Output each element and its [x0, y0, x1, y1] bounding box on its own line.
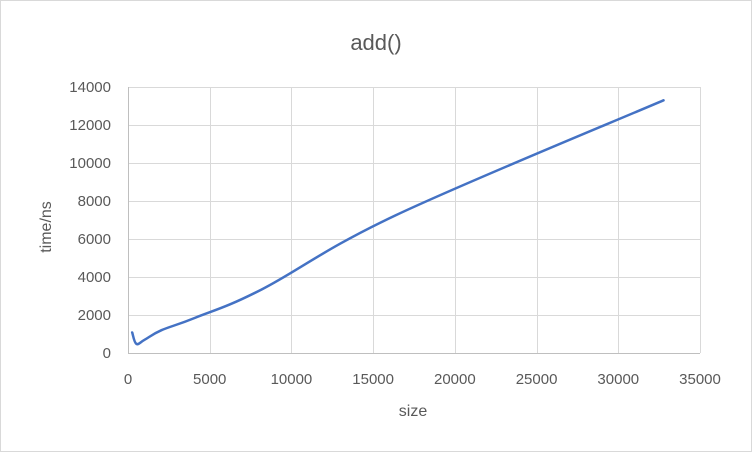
- y-tick-label: 10000: [69, 155, 111, 172]
- x-axis-title: size: [399, 403, 428, 420]
- y-tick-label: 6000: [78, 231, 111, 248]
- x-tick-label: 5000: [193, 371, 226, 388]
- y-tick-label: 14000: [69, 79, 111, 96]
- x-tick-label: 30000: [597, 371, 639, 388]
- chart-title: add(): [350, 30, 401, 55]
- x-tick-label: 35000: [679, 371, 721, 388]
- tick-labels: 0 5000 10000 15000 20000 25000 30000 35000 0 2000…: [69, 79, 721, 388]
- x-tick-label: 0: [124, 371, 132, 388]
- gridlines: [128, 87, 701, 353]
- series: [130, 99, 665, 346]
- y-tick-label: 4000: [78, 269, 111, 286]
- x-tick-label: 10000: [271, 371, 313, 388]
- series-line: [130, 99, 665, 346]
- y-tick-label: 12000: [69, 117, 111, 134]
- axes: [128, 87, 700, 354]
- x-tick-label: 15000: [352, 371, 394, 388]
- x-tick-label: 25000: [516, 371, 558, 388]
- y-tick-label: 2000: [78, 307, 111, 324]
- y-axis-title: time/ns: [38, 201, 55, 253]
- y-tick-label: 8000: [78, 193, 111, 210]
- x-tick-label: 20000: [434, 371, 476, 388]
- y-tick-label: 0: [103, 345, 111, 362]
